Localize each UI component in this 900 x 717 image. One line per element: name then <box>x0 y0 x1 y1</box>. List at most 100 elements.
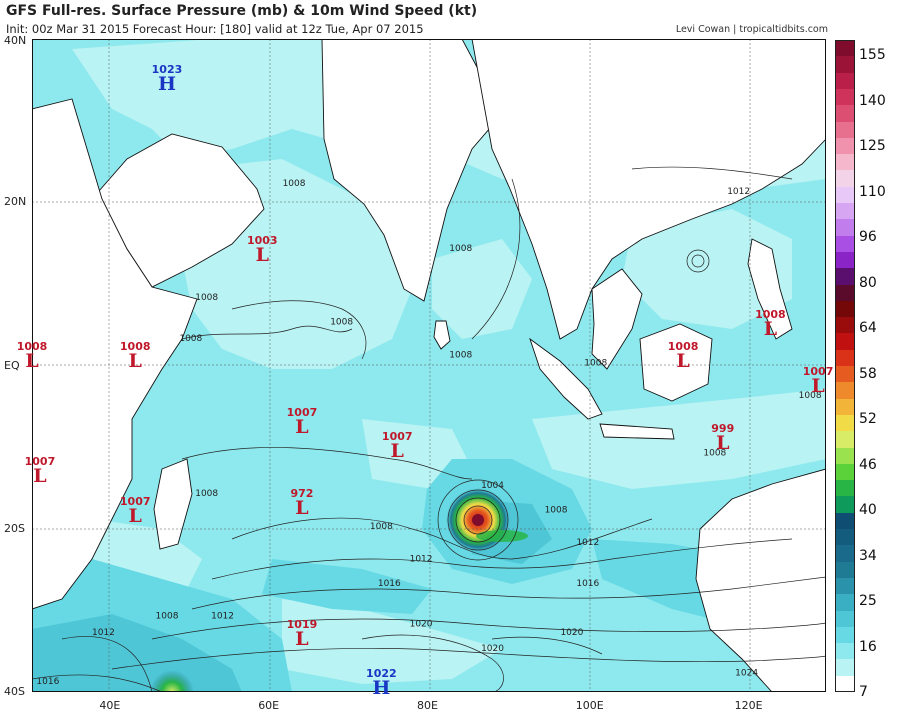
colorbar-segment <box>835 153 855 171</box>
isobar-label: 1008 <box>330 318 353 328</box>
longitude-label: 100E <box>575 699 604 712</box>
low-pressure-marker: 1008 L <box>665 341 701 371</box>
pressure-center-letter: L <box>33 464 47 487</box>
low-pressure-marker: 1008 L <box>14 341 50 371</box>
colorbar-segment <box>835 316 855 334</box>
low-pressure-marker: 1003 L <box>244 235 280 265</box>
isobar-label: 1020 <box>481 644 504 654</box>
longitude-label: 60E <box>258 699 280 712</box>
pressure-value: 1007 <box>286 405 318 419</box>
colorbar-segment <box>835 39 855 57</box>
isobar-label: 1016 <box>378 579 401 589</box>
isobar-labels: 1008100810081008100810081008100810081008… <box>36 179 821 687</box>
isobar-label: 1012 <box>727 187 750 197</box>
pressure-center-letter: L <box>128 350 142 373</box>
colorbar-segment <box>835 512 855 529</box>
isobar-label: 1020 <box>410 620 433 630</box>
pressure-value: 1007 <box>24 454 56 468</box>
asia-mainland <box>471 39 826 340</box>
isobar-label: 1008 <box>156 612 179 622</box>
pressure-value: 1008 <box>755 307 786 321</box>
pressure-center-letter: L <box>128 505 142 528</box>
forecast-info: Init: 00z Mar 31 2015 Forecast Hour: [18… <box>6 22 424 36</box>
colorbar-segment <box>835 300 855 318</box>
latitude-label: 20N <box>4 195 27 209</box>
colorbar-segment <box>835 479 855 497</box>
credit-text: Levi Cowan | tropicaltidbits.com <box>675 24 828 35</box>
pressure-center-letter: L <box>716 431 730 454</box>
colorbar-tick-label: 7 <box>859 684 868 700</box>
colorbar-segment <box>835 593 855 611</box>
pressure-center-letter: H <box>157 72 176 95</box>
borneo <box>639 323 713 402</box>
philippines <box>747 238 793 340</box>
colorbar-segment <box>835 642 855 660</box>
colorbar-segment <box>835 104 855 122</box>
colorbar-segment <box>835 430 855 448</box>
java <box>599 423 675 440</box>
colorbar-tick-label: 125 <box>859 138 886 154</box>
colorbar-segment <box>835 577 855 595</box>
colorbar-segment <box>835 72 855 89</box>
pressure-center-letter: L <box>763 317 778 340</box>
colorbar-segment <box>835 121 855 138</box>
australia-landmass <box>695 468 826 692</box>
pressure-value: 972 <box>290 487 314 501</box>
pressure-value: 1008 <box>16 340 48 354</box>
sri-lanka <box>433 320 451 350</box>
isobar-label: 1020 <box>560 628 583 638</box>
isobar-label: 1008 <box>195 489 218 499</box>
sumatra <box>529 337 603 420</box>
pressure-center-letter: L <box>295 415 309 438</box>
low-pressure-marker: 1019 L <box>284 619 320 649</box>
pressure-value: 1007 <box>802 364 834 378</box>
isobar-label: 1008 <box>370 522 393 532</box>
colorbar-segment <box>835 544 855 562</box>
colorbar-segment <box>835 251 855 269</box>
chart-title: GFS Full-res. Surface Pressure (mb) & 10… <box>6 3 478 19</box>
high-pressure-marker: 1023 H <box>149 64 185 94</box>
low-pressure-marker: 999 L <box>705 423 741 453</box>
pressure-center-letter: L <box>25 350 39 373</box>
low-pressure-marker: 972 L <box>284 488 320 518</box>
colorbar-tick-label: 58 <box>859 365 877 382</box>
latitude-label: 40N <box>4 34 27 47</box>
colorbar-segment <box>835 528 855 546</box>
latitude-label: 40S <box>4 685 25 698</box>
colorbar-tick-label: 40 <box>859 502 877 518</box>
africa-landmass <box>32 98 198 610</box>
pressure-center-letter: L <box>295 627 309 650</box>
colorbar-tick-label: 110 <box>859 183 886 200</box>
latitude-label: EQ <box>4 358 20 372</box>
pressure-center-letter: L <box>676 350 690 373</box>
pressure-value: 1008 <box>667 340 699 354</box>
colorbar-segment <box>835 218 855 236</box>
low-pressure-marker: 1007 L <box>22 456 58 486</box>
colorbar-segment <box>835 186 855 203</box>
colorbar-segment <box>835 561 855 578</box>
isobar-label: 1012 <box>410 554 433 564</box>
colorbar-segment <box>835 675 855 692</box>
pressure-center-letter: L <box>255 244 269 267</box>
isobar-label: 1008 <box>449 244 472 254</box>
colorbar-segment <box>835 414 855 432</box>
colorbar-segment <box>835 349 855 366</box>
colorbar-segment <box>835 267 855 285</box>
isobar-label: 1016 <box>36 677 59 687</box>
pressure-value: 1008 <box>119 340 151 354</box>
isobar-label: 1008 <box>195 293 218 303</box>
isobar-label: 1008 <box>179 334 202 344</box>
colorbar-segment <box>835 202 855 220</box>
isobar-label: 1004 <box>481 481 504 491</box>
pressure-center-letter: L <box>295 497 309 520</box>
colorbar-tick-label: 80 <box>859 274 877 291</box>
low-pressure-marker: 1008 L <box>752 309 788 339</box>
longitude-label: 80E <box>417 699 438 712</box>
colorbar-tick-label: 140 <box>859 92 886 109</box>
isobar-label: 1008 <box>584 359 607 369</box>
pressure-value: 1007 <box>119 495 151 509</box>
forecast-map: 1008100810081008100810081008100810081008… <box>32 39 826 692</box>
colorbar-tick-label: 46 <box>859 456 877 473</box>
isobar-label: 1016 <box>576 579 599 589</box>
isobars <box>32 166 826 692</box>
